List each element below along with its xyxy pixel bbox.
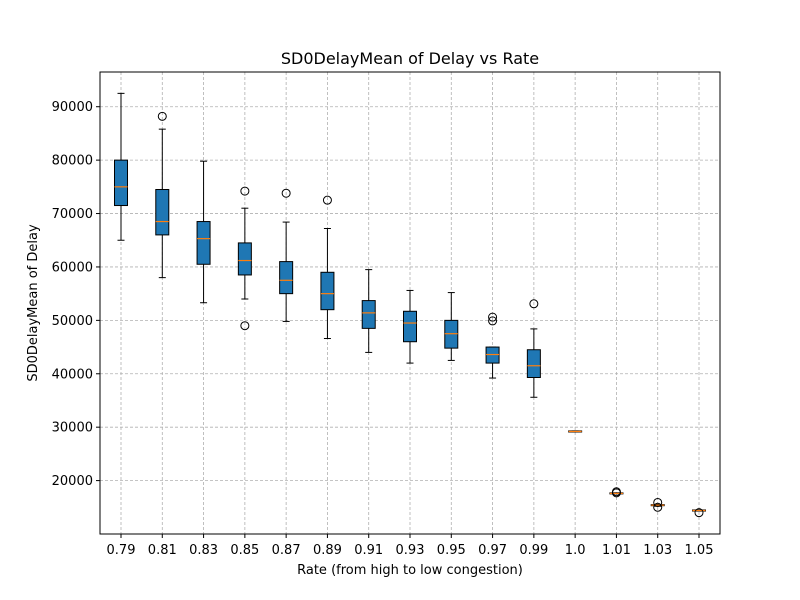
box-group	[692, 508, 706, 518]
box-group	[237, 186, 252, 331]
iqr-box	[237, 242, 252, 276]
box-layer	[114, 92, 706, 518]
y-tick-label: 30000	[52, 421, 93, 436]
x-tick-label: 1.05	[685, 543, 714, 558]
x-tick-label: 0.95	[437, 543, 466, 558]
iqr-box	[320, 271, 335, 311]
outlier-point	[488, 316, 498, 326]
box-group	[444, 292, 459, 361]
outlier-point	[653, 502, 663, 512]
x-tick-label: 0.85	[230, 543, 259, 558]
box-group	[650, 497, 665, 512]
iqr-box	[196, 221, 211, 265]
y-tick-label: 90000	[52, 100, 93, 115]
box-group	[609, 487, 624, 498]
x-tick-label: 0.97	[478, 543, 507, 558]
x-axis-label: Rate (from high to low congestion)	[297, 563, 523, 578]
outlier-point	[322, 195, 332, 205]
iqr-box	[155, 189, 170, 236]
box-group	[403, 289, 417, 364]
box-group	[155, 111, 170, 279]
x-tick-label: 0.99	[519, 543, 548, 558]
tick-layer: 20000 30000 40000 50000 60000 70000 80000 90000…	[52, 100, 714, 558]
outlier-point	[529, 299, 539, 309]
chart-title: SD0DelayMean of Delay vs Rate	[281, 49, 539, 68]
y-tick-label: 80000	[52, 154, 93, 169]
x-tick-label: 0.81	[148, 543, 177, 558]
box-group	[279, 188, 294, 322]
iqr-box	[279, 261, 294, 295]
iqr-box	[403, 310, 417, 343]
x-tick-label: 0.79	[107, 543, 136, 558]
outlier-point	[653, 497, 663, 507]
outlier-point	[281, 188, 291, 198]
x-tick-label: 0.83	[189, 543, 218, 558]
x-tick-label: 1.0	[565, 543, 586, 558]
box-group	[361, 269, 376, 353]
outlier-point	[694, 508, 704, 518]
x-tick-label: 0.87	[272, 543, 301, 558]
iqr-box	[361, 300, 376, 329]
x-tick-label: 1.03	[643, 543, 672, 558]
x-tick-label: 1.01	[602, 543, 631, 558]
x-tick-label: 0.89	[313, 543, 342, 558]
y-tick-label: 60000	[52, 260, 93, 275]
box-group	[196, 160, 211, 304]
iqr-box	[526, 349, 541, 379]
iqr-box	[114, 159, 128, 207]
x-tick-label: 0.91	[354, 543, 383, 558]
box-group	[485, 312, 500, 379]
y-axis-label: SD0DelayMean of Delay	[26, 224, 41, 382]
box-group	[526, 299, 541, 398]
outlier-point	[157, 111, 167, 121]
y-tick-label: 40000	[52, 367, 93, 382]
outlier-point	[240, 321, 250, 331]
box-group	[568, 430, 583, 433]
y-tick-label: 70000	[52, 207, 93, 222]
box-group	[320, 195, 335, 340]
outlier-point	[611, 488, 621, 498]
outlier-point	[240, 186, 250, 196]
outlier-point	[488, 312, 498, 322]
y-tick-label: 50000	[52, 314, 93, 329]
y-tick-label: 20000	[52, 474, 93, 489]
box-group	[114, 92, 128, 241]
x-tick-label: 0.93	[396, 543, 425, 558]
